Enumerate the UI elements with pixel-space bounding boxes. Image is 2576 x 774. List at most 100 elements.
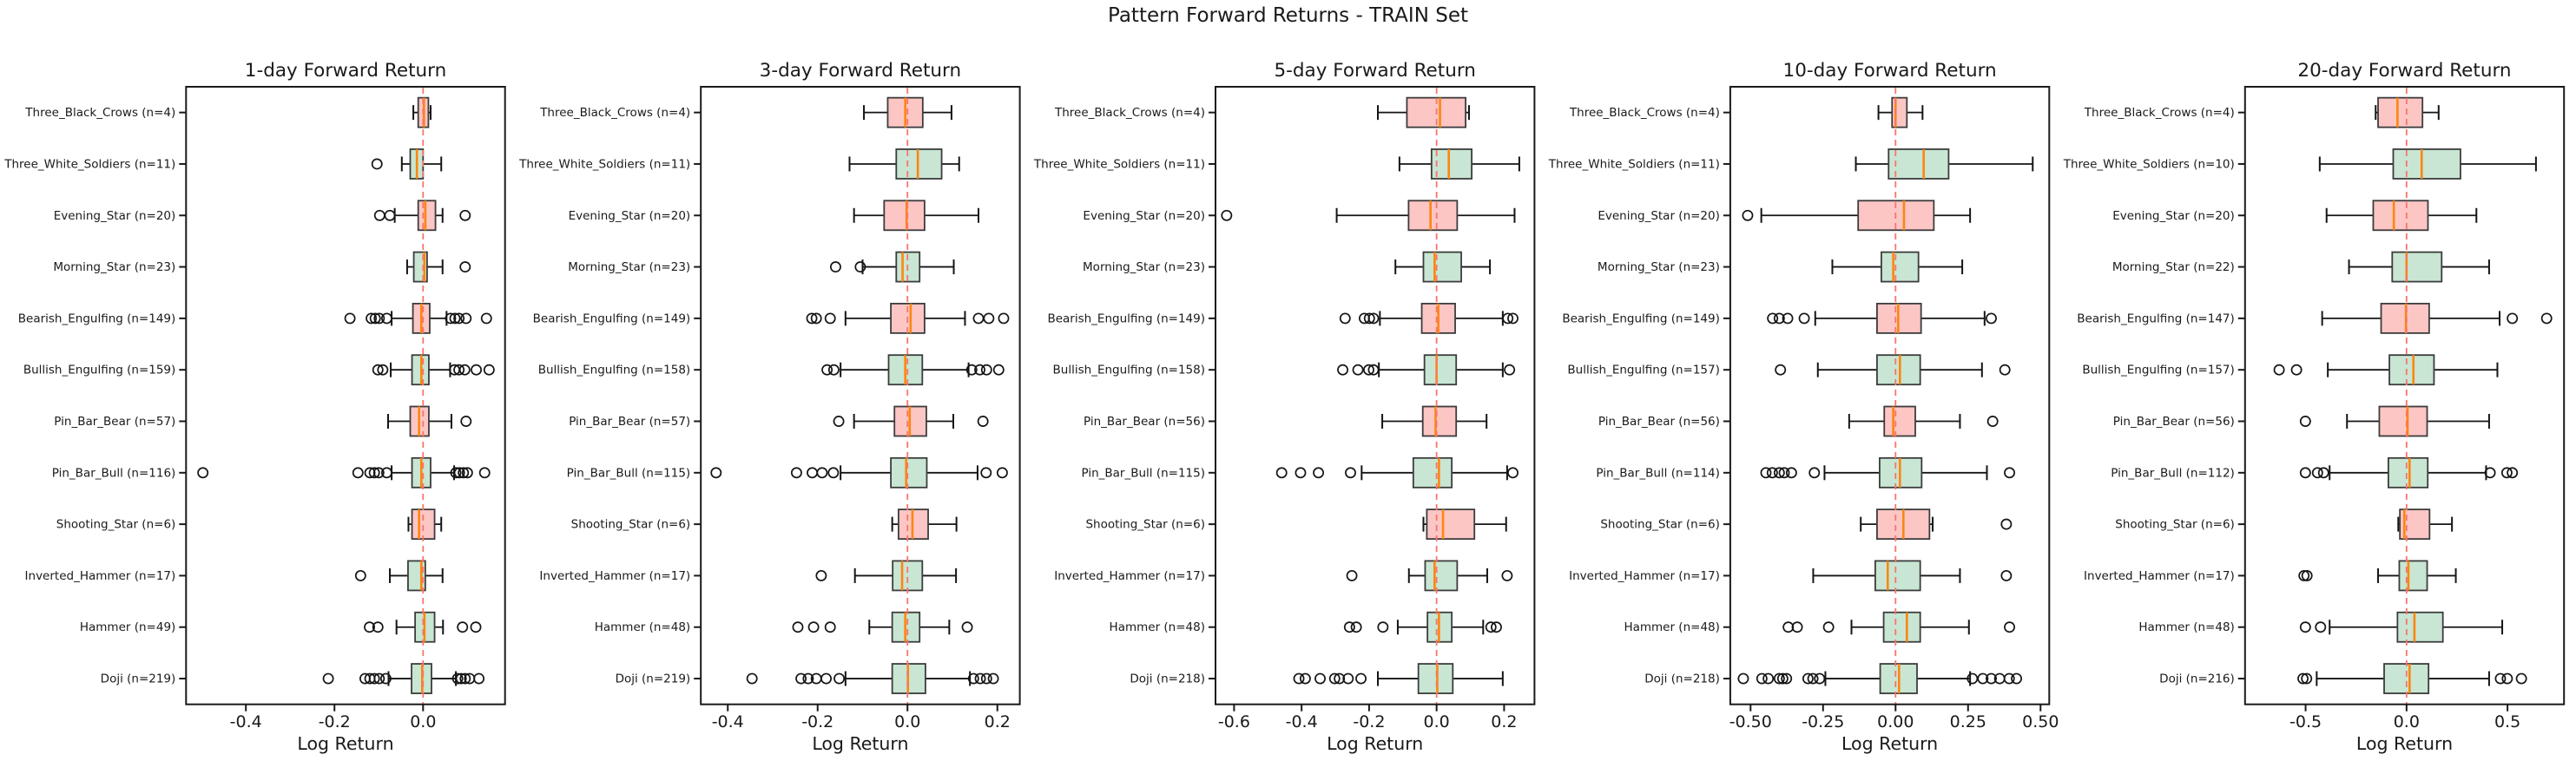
y-tick-label: Shooting_Star (n=6) <box>1600 518 1720 532</box>
outlier-marker <box>372 621 384 633</box>
y-tick-label: Evening_Star (n=20) <box>54 209 176 223</box>
row-Pin_Bar_Bull: Pin_Bar_Bull (n=116) <box>52 456 491 489</box>
outlier-marker <box>795 672 807 685</box>
outlier-marker <box>1766 467 1778 479</box>
subplot-title: 5-day Forward Return <box>1274 60 1475 82</box>
outlier-marker <box>833 416 845 427</box>
outlier-marker <box>470 621 482 633</box>
outlier-marker <box>1507 467 1519 479</box>
x-tick-label: -0.50 <box>1729 712 1772 731</box>
outlier-marker <box>1352 364 1364 376</box>
x-tick-label: 0.25 <box>1950 712 1986 731</box>
outlier-marker <box>459 209 471 221</box>
y-tick-label: Inverted_Hammer (n=17) <box>1569 569 1720 583</box>
x-tick-label: -0.4 <box>712 712 744 731</box>
x-axis-label: Log Return <box>1327 733 1423 754</box>
y-tick-label: Shooting_Star (n=6) <box>1085 518 1205 532</box>
x-tick-label: -0.4 <box>230 712 262 731</box>
x-tick-label: -0.2 <box>1353 712 1385 731</box>
outlier-marker <box>1221 209 1233 221</box>
box-bullish <box>407 560 426 592</box>
outlier-marker <box>364 621 376 633</box>
x-tick-label: -0.6 <box>1218 712 1250 731</box>
outlier-marker <box>1986 312 1997 325</box>
outlier-marker <box>1986 416 1999 427</box>
outlier-marker <box>1762 672 1775 685</box>
row-Bullish_Engulfing: Bullish_Engulfing (n=157) <box>2082 354 2499 386</box>
axes-frame <box>2243 86 2566 705</box>
outlier-marker <box>807 621 820 633</box>
x-tick-label: 0.5 <box>2494 712 2520 731</box>
row-Morning_Star: Morning_Star (n=22) <box>2112 251 2490 283</box>
outlier-marker <box>459 672 471 685</box>
outlier-marker <box>1377 621 1389 633</box>
outlier-marker <box>372 364 384 376</box>
y-tick-label: Three_Black_Crows (n=4) <box>1569 106 1720 120</box>
outlier-marker <box>1363 364 1374 376</box>
outlier-marker <box>980 364 992 376</box>
x-tick-label: 0.0 <box>410 712 436 731</box>
row-Pin_Bar_Bear: Pin_Bar_Bear (n=57) <box>569 405 989 437</box>
x-tick-label: -0.2 <box>319 712 351 731</box>
row-Bearish_Engulfing: Bearish_Engulfing (n=149) <box>1047 302 1519 334</box>
outlier-marker <box>1773 312 1785 325</box>
y-tick-label: Inverted_Hammer (n=17) <box>1054 569 1205 583</box>
y-tick-label: Evening_Star (n=20) <box>2112 209 2235 223</box>
row-Bullish_Engulfing: Bullish_Engulfing (n=158) <box>538 354 1005 386</box>
x-tick-label: -0.2 <box>801 712 833 731</box>
y-tick-label: Doji (n=219) <box>616 672 691 686</box>
outlier-marker <box>344 312 356 325</box>
outlier-marker <box>815 569 827 581</box>
outlier-marker <box>1782 312 1794 325</box>
box-bullish <box>1412 456 1453 489</box>
row-Inverted_Hammer: Inverted_Hammer (n=17) <box>1569 560 2013 592</box>
box-bullish <box>1430 148 1472 180</box>
row-Hammer: Hammer (n=48) <box>1110 611 1502 643</box>
y-tick-label: Bullish_Engulfing (n=157) <box>2082 364 2234 377</box>
y-tick-label: Pin_Bar_Bear (n=57) <box>54 415 175 429</box>
outlier-marker <box>1504 364 1516 376</box>
x-axis-label: Log Return <box>812 733 908 754</box>
y-tick-label: Three_White_Soldiers (n=11) <box>1033 157 1205 171</box>
box-bullish <box>2383 663 2430 694</box>
outlier-marker <box>455 672 467 685</box>
y-tick-label: Doji (n=216) <box>2159 672 2235 686</box>
y-tick-label: Shooting_Star (n=6) <box>571 518 691 532</box>
outlier-marker <box>827 364 840 376</box>
row-Inverted_Hammer: Inverted_Hammer (n=17) <box>2084 560 2457 592</box>
row-Three_Black_Crows: Three_Black_Crows (n=4) <box>1569 96 1924 128</box>
row-Pin_Bar_Bear: Pin_Bar_Bear (n=56) <box>1598 405 1999 437</box>
row-Doji: Doji (n=216) <box>2159 663 2527 694</box>
box-bullish <box>1882 611 1921 643</box>
x-tick-label: -0.25 <box>1802 712 1844 731</box>
box-bearish <box>1407 200 1459 232</box>
outlier-marker <box>2484 467 2496 479</box>
y-tick-label: Bearish_Engulfing (n=149) <box>1047 312 1205 325</box>
box-bearish <box>411 508 436 541</box>
row-Pin_Bar_Bear: Pin_Bar_Bear (n=56) <box>2113 405 2490 437</box>
box-bearish <box>417 200 437 232</box>
outlier-marker <box>820 672 833 685</box>
outlier-marker <box>381 312 392 325</box>
outlier-marker <box>197 467 209 479</box>
outlier-marker <box>2004 467 2015 479</box>
y-tick-label: Pin_Bar_Bear (n=56) <box>2113 415 2235 429</box>
y-tick-label: Bullish_Engulfing (n=158) <box>538 364 690 377</box>
row-Shooting_Star: Shooting_Star (n=6) <box>571 508 958 541</box>
y-tick-label: Morning_Star (n=23) <box>1083 260 1205 274</box>
subplot-3: 5-day Forward Return Log Return -0.6 -0.4 -0… <box>1033 60 1536 754</box>
outlier-marker <box>2540 312 2553 325</box>
row-Bearish_Engulfing: Bearish_Engulfing (n=147) <box>2077 302 2553 334</box>
outlier-marker <box>802 672 814 685</box>
row-Three_Black_Crows: Three_Black_Crows (n=4) <box>2084 96 2440 128</box>
outlier-marker <box>1977 672 1989 685</box>
outlier-marker <box>369 312 381 325</box>
outlier-marker <box>458 364 471 376</box>
subplot-title: 3-day Forward Return <box>760 60 961 82</box>
row-Evening_Star: Evening_Star (n=20) <box>54 200 471 232</box>
outlier-marker <box>790 467 802 479</box>
y-tick-label: Evening_Star (n=20) <box>569 209 691 223</box>
outlier-marker <box>998 312 1010 325</box>
outlier-marker <box>829 261 841 273</box>
outlier-marker <box>746 672 758 685</box>
